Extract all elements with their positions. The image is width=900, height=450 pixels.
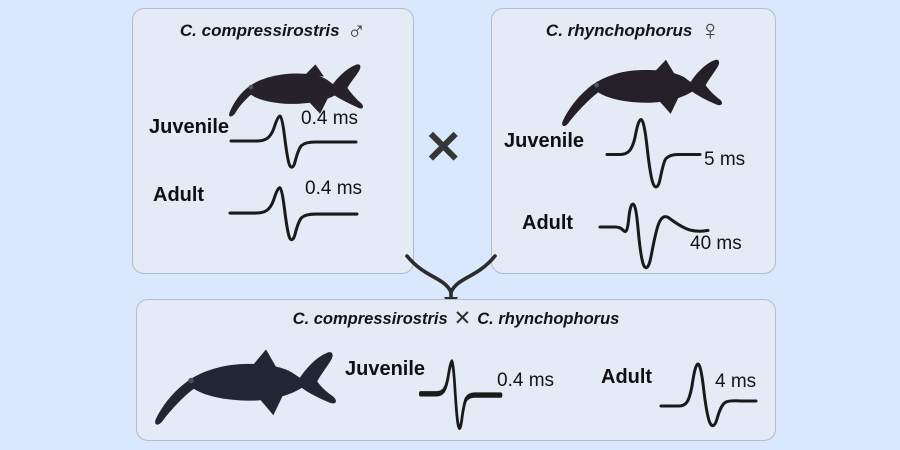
eod-waveform-male-adult (228, 186, 359, 242)
cross-icon: ✕ (424, 121, 463, 173)
fish-image-hybrid (155, 349, 336, 425)
male-symbol-icon: ♂ (346, 16, 367, 46)
fish-image-compressirostris (229, 64, 364, 117)
stage-label: Adult (522, 212, 574, 234)
eod-waveform-hybrid-adult (659, 362, 758, 428)
stage-label: Adult (153, 184, 205, 206)
duration-label: 0.4 ms (301, 108, 359, 129)
cross-icon: ✕ (453, 307, 472, 330)
stage-label: Adult (601, 366, 653, 388)
panel-parent-male-title: C. compressirostris ♂ (133, 16, 413, 46)
stage-label: Juvenile (149, 116, 230, 138)
species-name-compressirostris: C. compressirostris (179, 21, 340, 40)
eod-waveform-female-adult (598, 202, 710, 270)
eod-waveform-hybrid-juvenile (419, 359, 503, 430)
species-name-rhynchophorus: C. rhynchophorus (545, 21, 693, 40)
fish-image-rhynchophorus (562, 59, 723, 127)
duration-label: 40 ms (690, 233, 742, 254)
stage-label: Juvenile (345, 358, 426, 380)
panel-parent-male: C. compressirostris ♂ Juvenile 0.4 ms Ad… (132, 8, 414, 274)
duration-label: 0.4 ms (497, 370, 555, 391)
eod-waveform-male-juvenile (229, 114, 358, 169)
female-symbol-icon: ♀ (699, 15, 722, 47)
species-name-compressirostris: C. compressirostris (292, 310, 448, 328)
panel-hybrid: C. compressirostris ✕ C. rhynchophorus J… (136, 299, 776, 441)
duration-label: 5 ms (704, 149, 746, 170)
duration-label: 4 ms (715, 371, 757, 392)
duration-label: 0.4 ms (305, 178, 363, 199)
species-name-rhynchophorus: C. rhynchophorus (477, 310, 620, 328)
eod-waveform-female-juvenile (605, 118, 702, 189)
panel-parent-female-title: C. rhynchophorus ♀ (492, 15, 775, 47)
panel-hybrid-title: C. compressirostris ✕ C. rhynchophorus (137, 307, 775, 331)
panel-parent-female: C. rhynchophorus ♀ Juvenile 5 ms Adult 4… (491, 8, 776, 274)
stage-label: Juvenile (504, 130, 585, 152)
